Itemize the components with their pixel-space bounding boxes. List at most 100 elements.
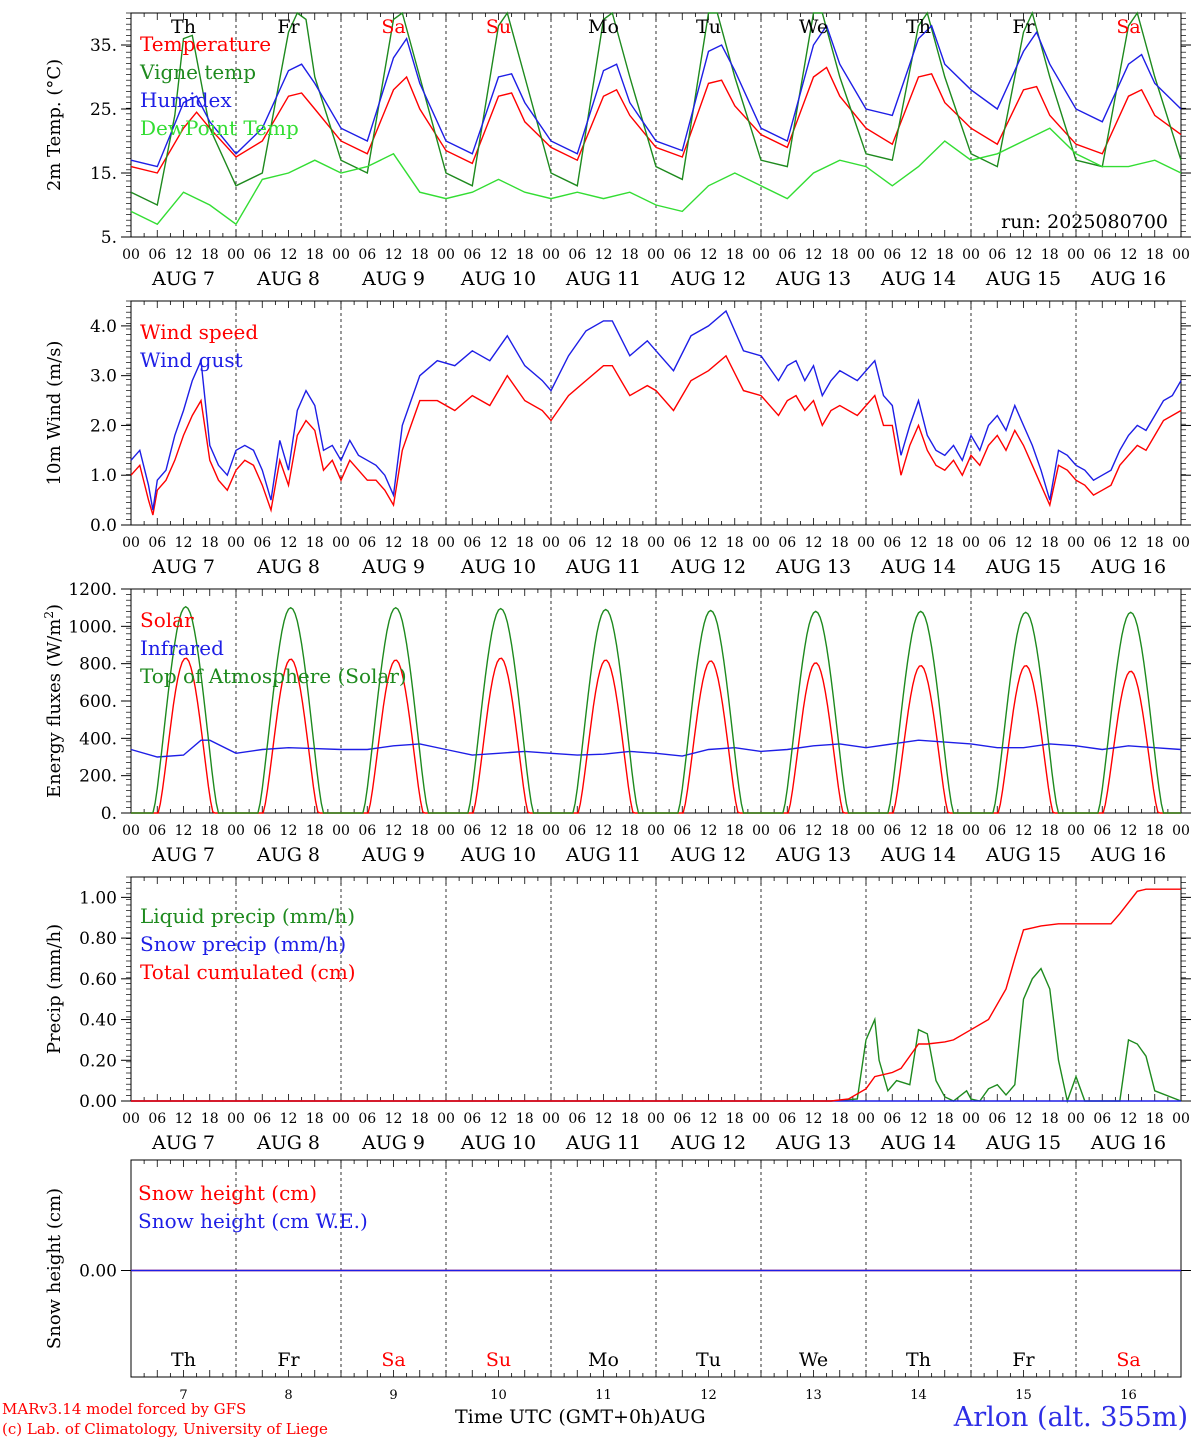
hour-tick-label: 12: [805, 247, 823, 263]
hour-tick-label: 00: [1067, 247, 1085, 263]
hour-tick-label: 12: [805, 1111, 823, 1127]
hour-tick-label: 12: [385, 1111, 403, 1127]
date-label: AUG 13: [775, 844, 851, 866]
hour-tick-label: 00: [1172, 1111, 1190, 1127]
day-number: 15: [1015, 1388, 1032, 1403]
station-name: Arlon (alt. 355m): [953, 1402, 1188, 1433]
hour-tick-label: 00: [962, 823, 980, 839]
legend-wind-gust: Wind gust: [140, 348, 243, 372]
day-name-bottom: Sa: [381, 1349, 405, 1371]
y-tick-label: 0.40: [79, 1011, 117, 1031]
hour-tick-label: 18: [726, 1111, 744, 1127]
hour-tick-label: 12: [1120, 1111, 1138, 1127]
hour-tick-label: 12: [280, 535, 298, 551]
run-label: run: 2025080700: [1001, 211, 1168, 233]
panel-2: [121, 300, 1191, 526]
y-axis-label: Snow height (cm): [44, 1188, 65, 1349]
legend-humidex: Humidex: [140, 88, 232, 112]
date-label: AUG 10: [460, 1132, 536, 1154]
hour-tick-label: 06: [883, 823, 901, 839]
day-name-bottom: Fr: [1012, 1349, 1035, 1371]
hour-tick-label: 12: [280, 247, 298, 263]
hour-tick-label: 06: [778, 1111, 796, 1127]
hour-tick-label: 18: [306, 823, 324, 839]
day-name-bottom: Th: [906, 1349, 931, 1371]
date-label: AUG 10: [460, 844, 536, 866]
day-name-bottom: We: [799, 1349, 828, 1371]
series-line-dewpoint-temp: [130, 127, 1182, 226]
y-tick-label: 4.0: [90, 317, 117, 337]
y-tick-label: 200.: [79, 767, 117, 787]
day-number: 16: [1120, 1388, 1137, 1403]
hour-tick-label: 06: [568, 247, 586, 263]
hour-tick-label: 00: [332, 823, 350, 839]
hour-tick-label: 18: [516, 1111, 534, 1127]
x-axis-title: Time UTC (GMT+0h)AUG: [455, 1406, 706, 1428]
hour-tick-label: 12: [490, 1111, 508, 1127]
series-line-humidex: [130, 24, 1182, 168]
y-tick-label: 0.80: [79, 929, 117, 949]
hour-tick-label: 00: [332, 1111, 350, 1127]
hour-tick-label: 12: [910, 823, 928, 839]
hour-tick-label: 12: [1015, 823, 1033, 839]
y-tick-label: 0.00: [79, 1092, 117, 1112]
y-tick-label: 1200.: [68, 580, 117, 600]
hour-tick-label: 00: [332, 247, 350, 263]
y-tick-label: 600.: [79, 692, 117, 712]
y-tick-label: 400.: [79, 729, 117, 749]
hour-tick-label: 06: [568, 823, 586, 839]
series-line-wind-speed: [130, 354, 1182, 516]
date-label: AUG 8: [256, 1132, 320, 1154]
hour-tick-label: 12: [385, 823, 403, 839]
hour-tick-label: 00: [437, 1111, 455, 1127]
hour-tick-label: 06: [988, 535, 1006, 551]
date-label: AUG 10: [460, 268, 536, 290]
hour-tick-label: 18: [201, 1111, 219, 1127]
day-number: 8: [284, 1388, 292, 1403]
hour-tick-label: 12: [910, 247, 928, 263]
hour-tick-label: 06: [568, 535, 586, 551]
date-label: AUG 9: [361, 556, 425, 578]
hour-tick-label: 18: [201, 247, 219, 263]
legend-snow-precip-mm-h-: Snow precip (mm/h): [140, 932, 346, 956]
hour-tick-label: 18: [831, 1111, 849, 1127]
date-label: AUG 8: [256, 268, 320, 290]
hour-tick-label: 18: [516, 247, 534, 263]
hour-tick-label: 18: [306, 1111, 324, 1127]
date-label: AUG 12: [670, 268, 746, 290]
hour-tick-label: 00: [752, 823, 770, 839]
hour-tick-label: 12: [805, 823, 823, 839]
day-name-top: Fr: [277, 16, 300, 38]
y-tick-label: 800.: [79, 655, 117, 675]
day-number: 13: [805, 1388, 822, 1403]
day-number: 10: [490, 1388, 507, 1403]
legend-liquid-precip-mm-h-: Liquid precip (mm/h): [140, 904, 355, 928]
hour-tick-label: 12: [175, 823, 193, 839]
y-axis-label: Energy fluxes (W/m2): [42, 604, 65, 798]
label-end: ): [44, 604, 65, 611]
date-label: AUG 7: [151, 1132, 215, 1154]
hour-tick-label: 00: [437, 247, 455, 263]
y-tick-label: 15.: [90, 164, 117, 184]
hour-tick-label: 12: [385, 247, 403, 263]
hour-tick-label: 00: [122, 247, 140, 263]
y-tick-label: 2.0: [90, 416, 117, 436]
hour-tick-label: 06: [463, 247, 481, 263]
legend-solar: Solar: [140, 608, 194, 632]
hour-tick-label: 18: [726, 247, 744, 263]
x-title-text: Time UTC (GMT+0h): [455, 1406, 661, 1428]
hour-tick-label: 06: [673, 1111, 691, 1127]
series-line-infrared: [130, 739, 1182, 758]
hour-tick-label: 12: [175, 535, 193, 551]
date-label: AUG 7: [151, 844, 215, 866]
day-name-top: Sa: [381, 16, 405, 38]
day-name-top: Mo: [588, 16, 619, 38]
day-name-top: Th: [171, 16, 196, 38]
hour-tick-label: 12: [175, 247, 193, 263]
y-tick-label: 3.0: [90, 367, 117, 387]
date-label: AUG 8: [256, 844, 320, 866]
hour-tick-label: 12: [1015, 1111, 1033, 1127]
hour-tick-label: 18: [831, 823, 849, 839]
hour-tick-label: 12: [700, 535, 718, 551]
hour-tick-label: 12: [595, 535, 613, 551]
